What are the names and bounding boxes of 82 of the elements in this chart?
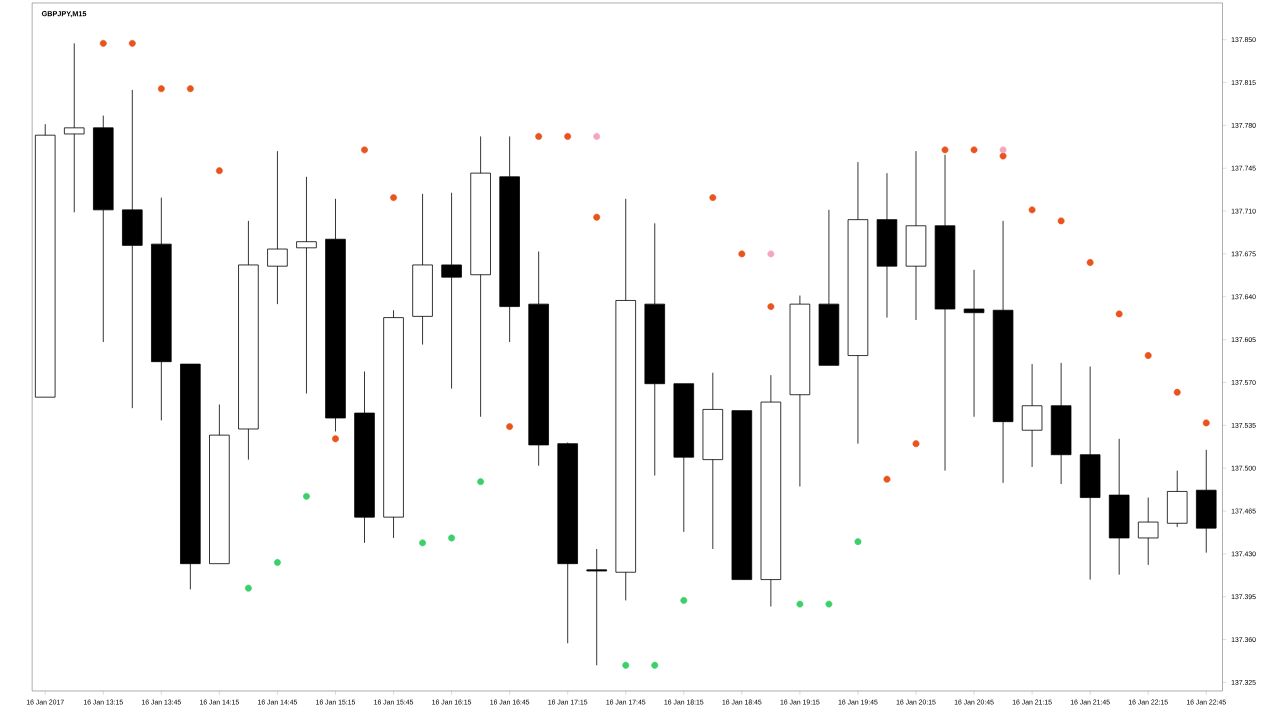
candlestick xyxy=(412,193,433,346)
point xyxy=(767,250,775,258)
point xyxy=(157,85,165,93)
point xyxy=(622,661,630,669)
point xyxy=(1202,419,1210,427)
candlestick xyxy=(586,548,607,666)
point xyxy=(303,492,310,500)
point xyxy=(332,435,339,443)
candlestick xyxy=(354,371,375,544)
point xyxy=(593,213,601,221)
candlestick xyxy=(1079,366,1101,581)
candlestick xyxy=(847,161,869,445)
candlestick xyxy=(615,198,637,601)
point xyxy=(99,40,107,47)
point xyxy=(825,600,833,608)
point xyxy=(854,538,862,546)
candlestick xyxy=(1108,438,1130,576)
point xyxy=(390,194,397,202)
candlestick xyxy=(992,220,1014,484)
candlestick xyxy=(1195,449,1217,554)
point xyxy=(448,534,456,542)
point xyxy=(1086,259,1094,267)
candlestick xyxy=(180,363,201,590)
candlestick xyxy=(1021,363,1043,468)
point xyxy=(680,597,688,604)
candlestick xyxy=(702,372,724,550)
candlestick xyxy=(122,89,143,409)
point xyxy=(1028,206,1036,214)
point xyxy=(941,146,949,154)
candlestick xyxy=(963,269,985,418)
candlestick xyxy=(644,223,666,477)
point xyxy=(361,146,368,154)
candlestick xyxy=(557,443,578,644)
candlestick xyxy=(934,154,956,472)
point xyxy=(738,250,746,258)
candlestick xyxy=(789,295,811,488)
candlestick xyxy=(296,176,317,394)
point xyxy=(1173,388,1181,396)
point xyxy=(419,539,427,547)
point xyxy=(128,40,136,47)
point xyxy=(912,440,920,448)
candlestick xyxy=(1050,362,1072,485)
candlestick xyxy=(325,198,346,432)
point xyxy=(1057,217,1065,225)
candlestick xyxy=(34,123,56,398)
candlestick xyxy=(470,136,491,418)
point xyxy=(883,475,891,483)
point xyxy=(709,194,717,202)
candlestick xyxy=(1166,470,1188,528)
point xyxy=(593,133,601,140)
point xyxy=(999,152,1007,160)
point xyxy=(186,85,194,93)
candlestick xyxy=(818,209,840,366)
candlestick xyxy=(63,43,85,213)
candlestick xyxy=(499,136,520,343)
point xyxy=(970,146,978,154)
point xyxy=(651,661,659,669)
candlestick xyxy=(209,404,230,565)
candlestick xyxy=(905,150,927,321)
candlestick xyxy=(673,383,695,533)
candlestick xyxy=(151,197,172,421)
point xyxy=(244,584,252,592)
candlestick xyxy=(528,251,549,467)
point xyxy=(796,600,804,608)
candlestick xyxy=(441,192,462,390)
candlestick xyxy=(1137,497,1159,566)
point xyxy=(506,423,514,431)
point xyxy=(215,167,223,175)
point xyxy=(1115,310,1123,318)
candlestick xyxy=(93,115,114,343)
point xyxy=(564,133,572,140)
point xyxy=(999,146,1007,154)
candlestick xyxy=(383,309,404,539)
candlestick xyxy=(238,220,259,461)
point xyxy=(767,303,775,311)
point xyxy=(273,559,281,566)
point xyxy=(477,478,485,486)
point xyxy=(1144,352,1152,360)
candlestick xyxy=(876,172,898,319)
candlestick xyxy=(760,374,782,608)
candlestick xyxy=(267,150,288,305)
point xyxy=(535,133,543,140)
